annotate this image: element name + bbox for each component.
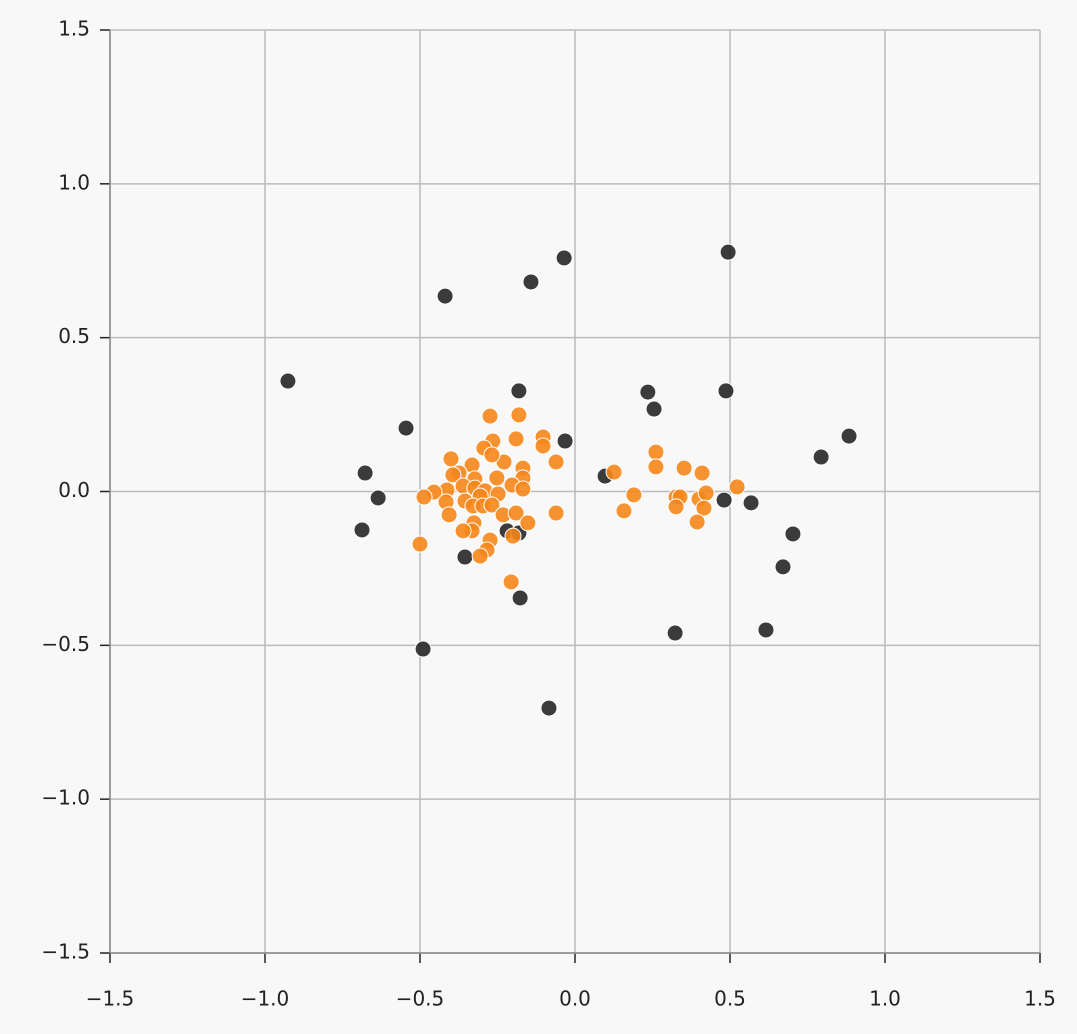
point <box>667 498 685 516</box>
point <box>812 448 830 466</box>
point <box>647 458 665 476</box>
y-tick-label: −1.0 <box>41 786 90 810</box>
point <box>481 407 499 425</box>
point <box>510 406 528 424</box>
point <box>415 488 433 506</box>
point <box>414 640 432 658</box>
point <box>507 430 525 448</box>
point <box>397 419 415 437</box>
y-tick-label: −1.5 <box>41 940 90 964</box>
point <box>840 427 858 445</box>
point <box>519 514 537 532</box>
point <box>645 400 663 418</box>
point <box>507 504 525 522</box>
y-tick-label: 0.0 <box>58 478 90 502</box>
point <box>511 589 529 607</box>
point <box>514 480 532 498</box>
point <box>695 499 713 517</box>
point <box>411 535 429 553</box>
point <box>369 489 387 507</box>
point <box>717 382 735 400</box>
point <box>442 450 460 468</box>
x-tick-label: −1.0 <box>241 987 290 1011</box>
point <box>666 624 684 642</box>
point <box>742 494 760 512</box>
x-tick-label: 1.5 <box>1024 987 1056 1011</box>
point <box>697 484 715 502</box>
point <box>444 466 462 484</box>
point <box>639 383 657 401</box>
point <box>615 502 633 520</box>
point <box>440 506 458 524</box>
point <box>279 372 297 390</box>
point <box>483 496 501 514</box>
point <box>547 453 565 471</box>
point <box>540 699 558 717</box>
point <box>728 478 746 496</box>
x-tick-label: −0.5 <box>396 987 445 1011</box>
point <box>647 443 665 461</box>
point <box>356 464 374 482</box>
point <box>471 547 489 565</box>
point <box>522 273 540 291</box>
y-tick-label: −0.5 <box>41 632 90 656</box>
point <box>483 446 501 464</box>
point <box>625 486 643 504</box>
point <box>534 437 552 455</box>
point <box>488 469 506 487</box>
y-tick-label: 0.5 <box>58 324 90 348</box>
x-tick-label: −1.5 <box>86 987 135 1011</box>
y-tick-label: 1.5 <box>58 17 90 41</box>
point <box>605 463 623 481</box>
point <box>502 573 520 591</box>
x-tick-label: 1.0 <box>869 987 901 1011</box>
point <box>454 522 472 540</box>
y-tick-label: 1.0 <box>58 170 90 194</box>
point <box>547 504 565 522</box>
point <box>693 464 711 482</box>
point <box>757 621 775 639</box>
x-tick-label: 0.5 <box>714 987 746 1011</box>
point <box>504 527 522 545</box>
point <box>719 243 737 261</box>
point <box>774 558 792 576</box>
point <box>436 287 454 305</box>
point <box>556 432 574 450</box>
point <box>715 491 733 509</box>
x-tick-label: 0.0 <box>559 987 591 1011</box>
point <box>688 513 706 531</box>
point <box>456 548 474 566</box>
point <box>675 459 693 477</box>
point <box>555 249 573 267</box>
point <box>784 525 802 543</box>
point <box>510 382 528 400</box>
point <box>353 521 371 539</box>
